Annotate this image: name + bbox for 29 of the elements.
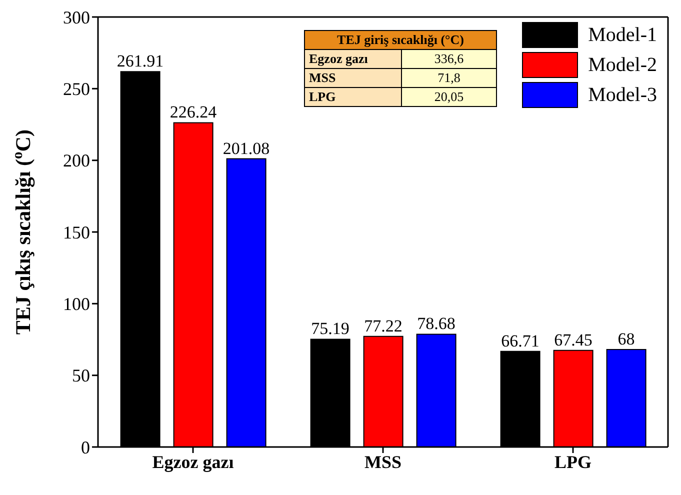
y-tick-label: 50 [72,366,90,386]
data-label: 78.68 [417,314,456,334]
data-label: 75.19 [311,319,350,338]
annotation: LPG [304,88,402,106]
y-tick-label: 0 [81,437,90,458]
legend-label: Model-2 [588,54,657,76]
y-tick-label: 150 [63,222,90,242]
data-label: 226.24 [170,102,218,122]
x-tick-label: Egzoz gazı [152,452,234,472]
data-label: 261.91 [116,52,164,71]
y-tick-label: 200 [63,150,90,171]
x-tick-label: LPG [554,452,592,472]
data-label: 201.08 [222,138,270,158]
data-label: 66.71 [501,331,540,350]
annotation: 336,6 [402,50,496,68]
y-tick-label: 250 [63,79,90,100]
annotation: Egzoz gazı [304,50,402,68]
annotation: 71,8 [402,68,496,88]
legend-label: Model-3 [588,84,657,106]
y-tick-label: 100 [63,294,90,314]
y-tick-label: 300 [63,7,90,28]
legend-label: Model-1 [588,24,657,46]
annotation: 20,05 [402,88,496,106]
data-label: 68 [618,330,635,349]
data-label: 67.45 [554,330,592,350]
data-label: 77.22 [364,316,402,336]
annotation: MSS [304,68,402,88]
annotation: TEJ giriş sıcaklığı (°C) [304,30,496,50]
x-tick-label: MSS [364,452,402,472]
